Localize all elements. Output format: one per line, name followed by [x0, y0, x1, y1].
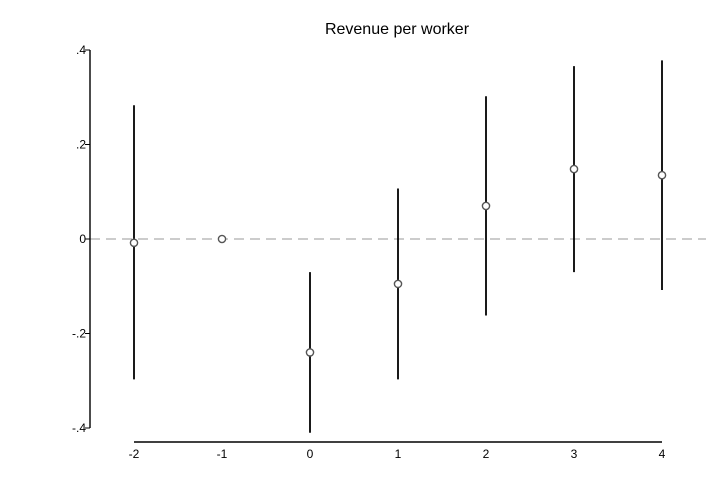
point-estimate	[305, 348, 315, 357]
x-tick-label: 2	[483, 447, 490, 461]
x-tick-label: 1	[395, 447, 402, 461]
x-tick-label: -1	[217, 447, 228, 461]
chart-title: Revenue per worker	[325, 21, 470, 38]
confidence-intervals-layer	[133, 60, 663, 433]
x-tick-label: 0	[307, 447, 314, 461]
x-tick-label: 3	[571, 447, 578, 461]
point-estimate	[569, 164, 579, 174]
y-tick-label: -.4	[72, 421, 86, 435]
point-estimates-layer	[129, 164, 667, 357]
y-tick-label: .4	[76, 43, 86, 57]
point-estimate	[393, 279, 403, 289]
point-estimate	[217, 234, 227, 244]
x-tick-label: -2	[129, 447, 140, 461]
point-estimate	[657, 170, 667, 180]
point-estimate	[129, 238, 139, 248]
x-tick-label: 4	[659, 447, 666, 461]
y-tick-label: .2	[76, 138, 86, 152]
point-estimate	[481, 201, 491, 211]
y-tick-label: -.2	[72, 327, 86, 341]
y-tick-label: 0	[79, 232, 86, 246]
axes-layer: .4 .2 0 -.2 -.4 -2 -1 0 1 2 3 4	[72, 43, 666, 461]
